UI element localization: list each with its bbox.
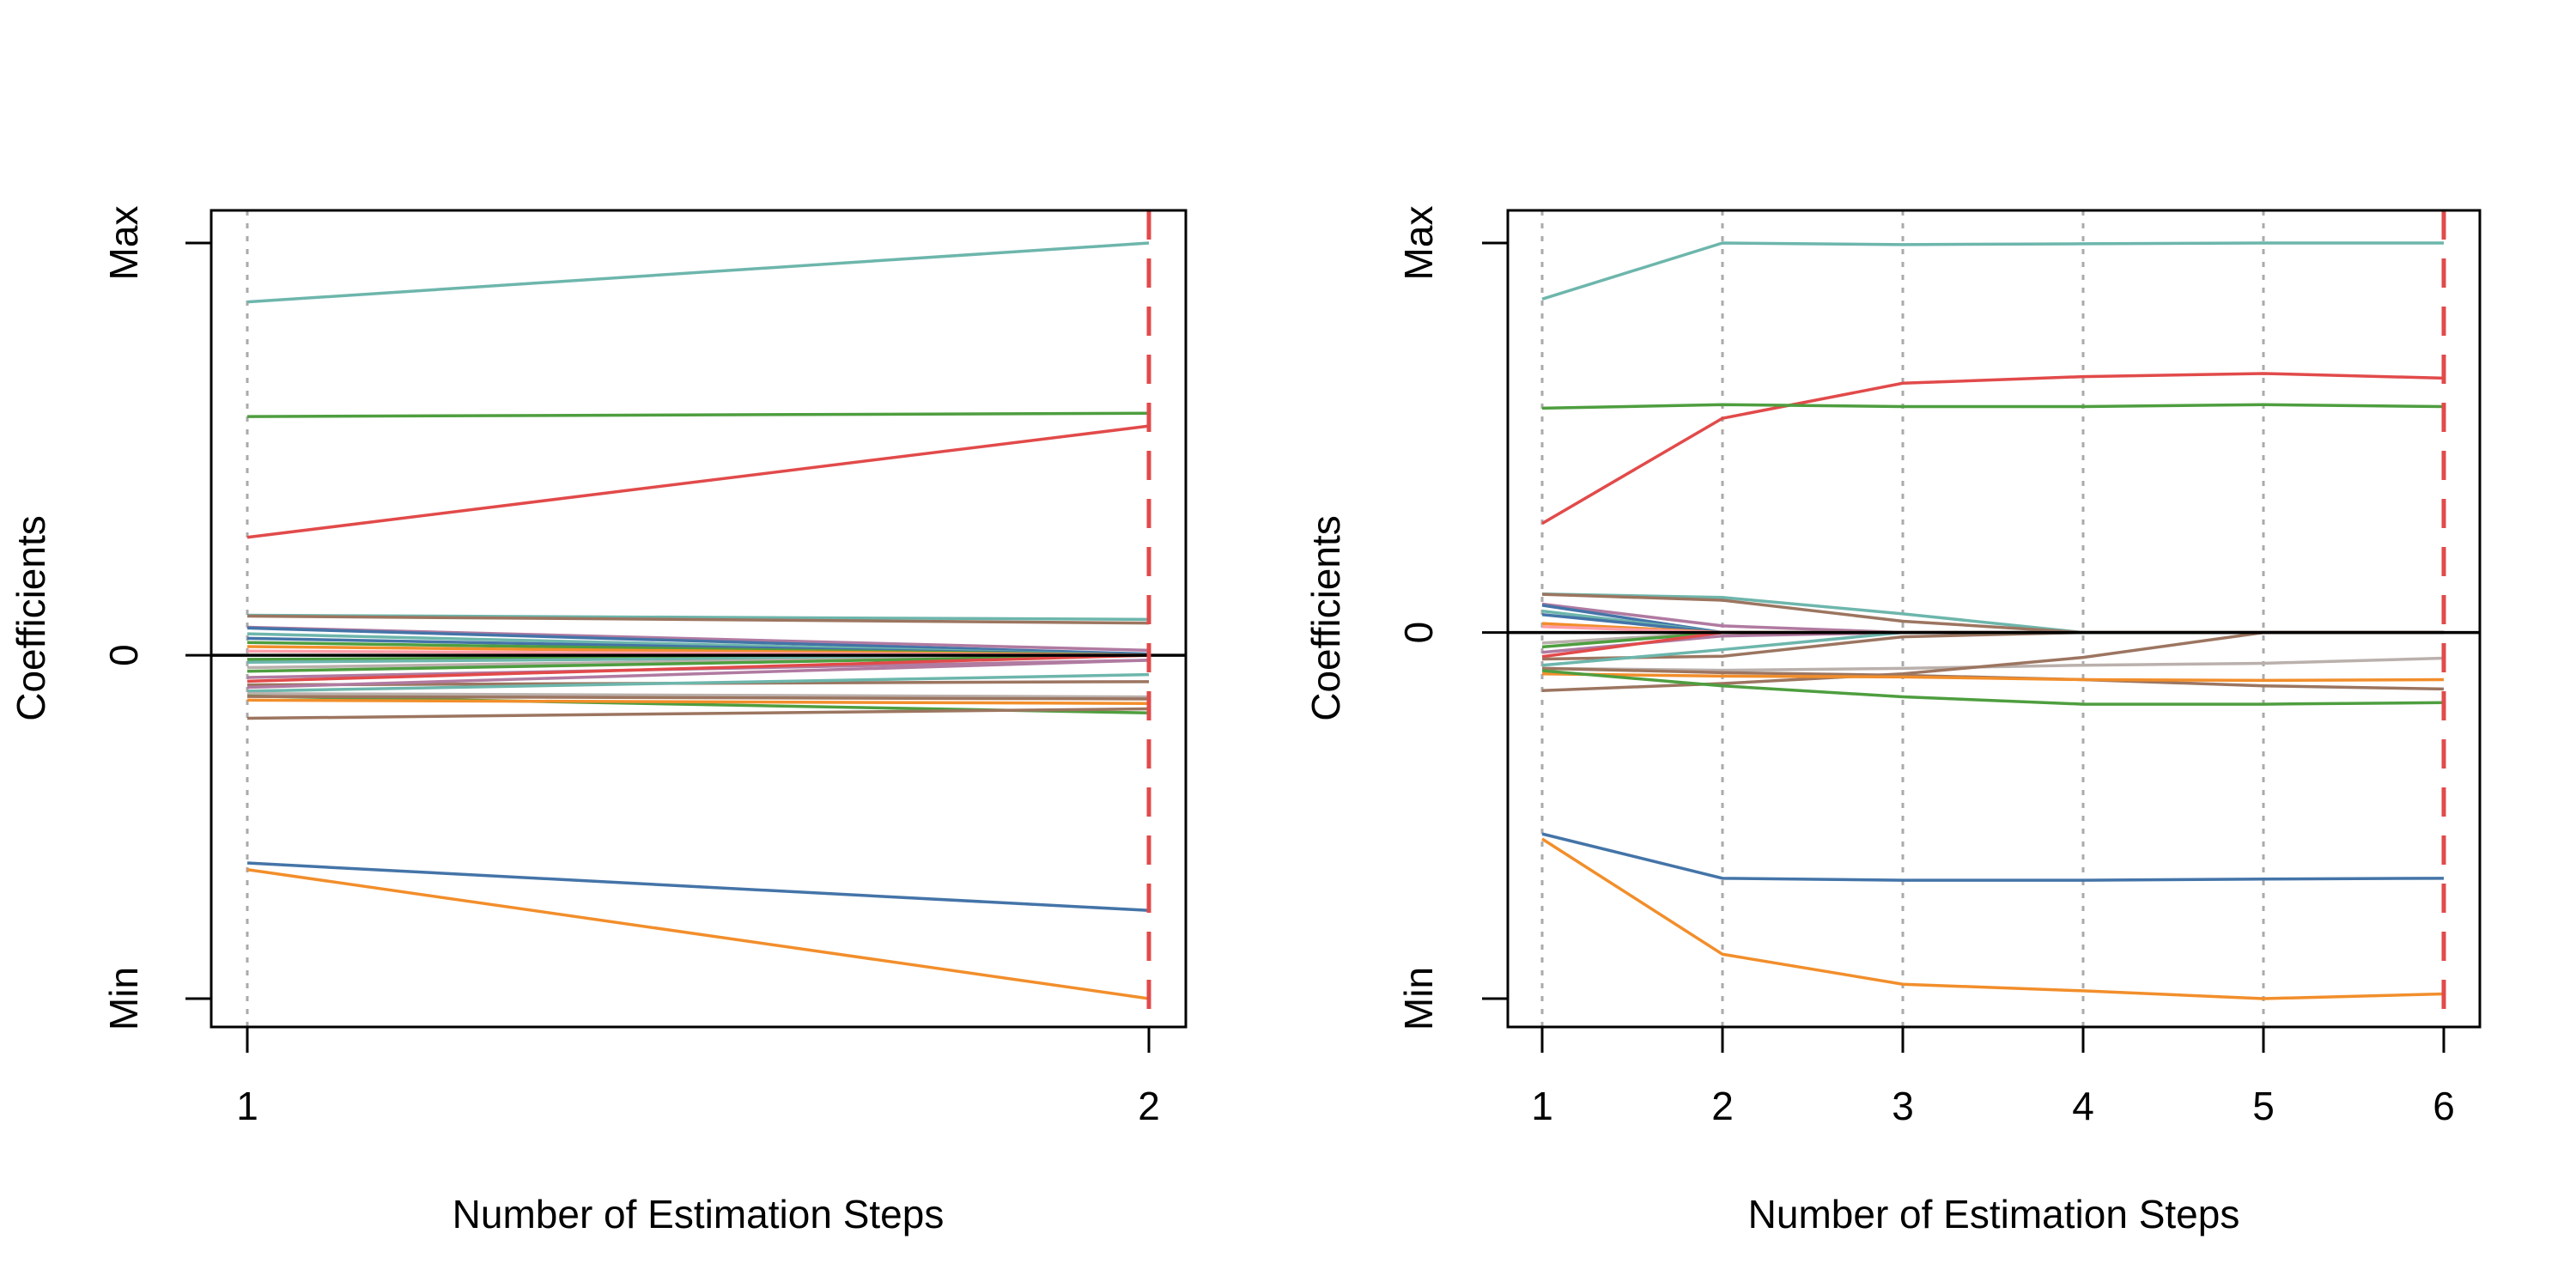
- coefficient-path: [1541, 669, 2445, 706]
- y-axis-label: Coefficients: [1303, 515, 1348, 721]
- coefficient-path: [1541, 403, 2445, 410]
- coefficient-path: [246, 672, 1150, 693]
- x-axis-label: Number of Estimation Steps: [1748, 1192, 2240, 1236]
- plot-frame: [1506, 209, 2482, 1029]
- x-tick-label: 6: [2433, 1084, 2455, 1128]
- coefficient-path: [246, 241, 1150, 304]
- y-tick-label: Max: [101, 206, 146, 281]
- coefficient-path: [246, 411, 1150, 418]
- y-tick-label: Max: [1396, 206, 1441, 281]
- coefficient-path: [1541, 832, 2445, 882]
- y-tick-label: 0: [101, 644, 146, 666]
- coefficient-path: [246, 695, 1150, 701]
- coefficient-path: [246, 691, 1150, 699]
- coefficient-path: [1541, 372, 2445, 526]
- x-tick-label: 1: [236, 1084, 258, 1128]
- x-tick-label: 1: [1531, 1084, 1553, 1128]
- panel-left: Coefficients Number of Estimation Steps …: [9, 206, 1188, 1236]
- coefficient-path: [246, 659, 1150, 690]
- coefficient-path: [1541, 671, 2445, 683]
- coefficient-path: [246, 868, 1150, 1000]
- coefficient-path: [246, 614, 1150, 625]
- coefficient-path: [246, 653, 1150, 683]
- coefficient-path: [246, 424, 1150, 539]
- y-tick-label: Min: [1396, 967, 1441, 1030]
- plot-frame: [210, 209, 1188, 1029]
- x-axis-label: Number of Estimation Steps: [453, 1192, 945, 1236]
- x-tick-label: 2: [1138, 1084, 1160, 1128]
- x-tick-label: 3: [1892, 1084, 1914, 1128]
- panel-right: Coefficients Number of Estimation Steps …: [1303, 206, 2482, 1236]
- coefficient-path: [246, 707, 1150, 720]
- y-axis-label: Coefficients: [9, 515, 53, 721]
- coefficient-path: [246, 626, 1150, 656]
- y-tick-label: 0: [1396, 622, 1441, 644]
- coefficient-path: [246, 653, 1150, 673]
- coefficient-path: [246, 861, 1150, 913]
- x-tick-label: 5: [2252, 1084, 2275, 1128]
- coefficient-path: [1541, 837, 2445, 1000]
- y-tick-label: Min: [101, 967, 146, 1030]
- coefficient-path: [1541, 241, 2444, 301]
- x-tick-label: 4: [2072, 1084, 2094, 1128]
- coefficient-path: [246, 698, 1150, 706]
- x-tick-label: 2: [1711, 1084, 1734, 1128]
